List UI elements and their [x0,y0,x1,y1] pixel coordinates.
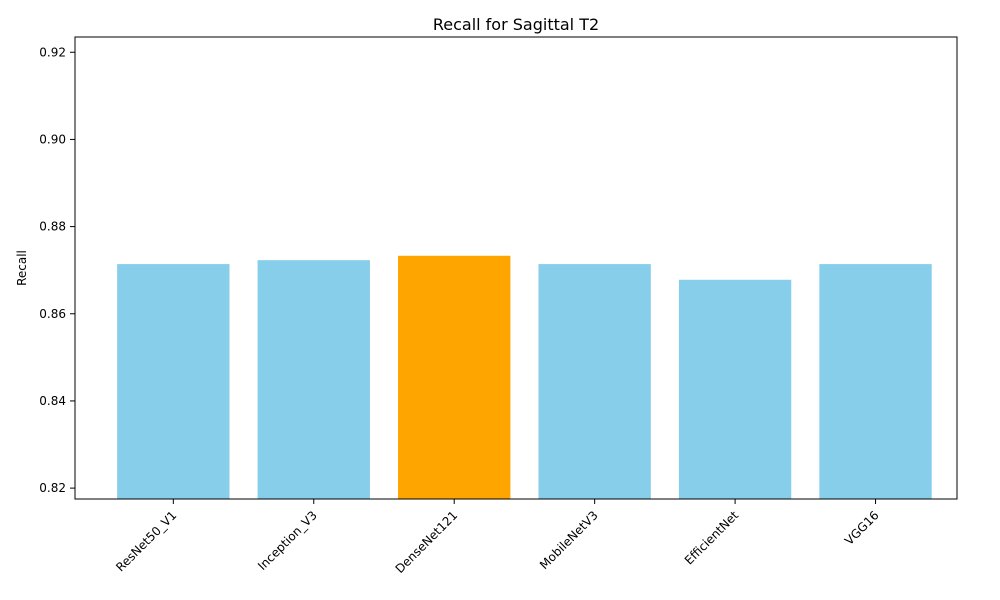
chart-title: Recall for Sagittal T2 [433,15,599,34]
y-axis-label: Recall [15,250,29,286]
bar-vgg16 [819,264,932,499]
x-tick-label: ResNet50_V1 [113,508,179,574]
x-ticks-layer: ResNet50_V1 Inception_V3 DenseNet121 Mobile… [113,499,882,576]
y-ticks-layer: 0.82 0.84 0.86 0.88 0.90 0.92 [39,45,75,495]
x-tick-label: EfficientNet [682,508,742,568]
plot-frame [74,36,958,500]
x-tick-label: DenseNet121 [393,508,461,576]
bar-resnet50-v1 [117,264,230,499]
x-tick-label: Inception_V3 [255,508,320,573]
y-tick-label: 0.82 [39,481,66,495]
bar-mobilenetv3 [538,264,651,499]
bars-layer [117,255,932,499]
bar-densenet121 [398,255,511,499]
y-tick-label: 0.86 [39,307,66,321]
x-tick-label: MobileNetV3 [537,508,601,572]
plot-area-border [74,36,958,500]
y-tick-label: 0.88 [39,220,66,234]
x-tick-label: VGG16 [842,508,882,548]
bar-inception-v3 [257,260,370,499]
y-tick-label: 0.90 [39,132,66,146]
y-tick-label: 0.84 [39,394,66,408]
bar-efficientnet [678,279,792,499]
y-tick-label: 0.92 [39,45,66,59]
